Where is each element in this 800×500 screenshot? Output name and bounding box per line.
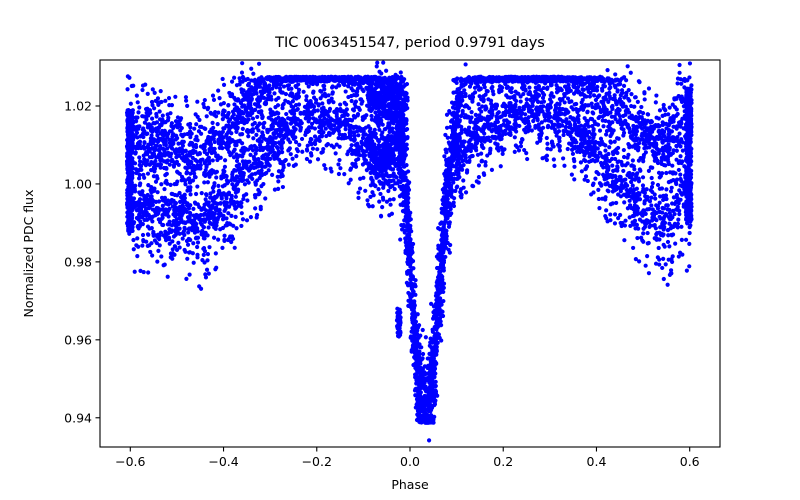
y-tick-label: 0.98 xyxy=(64,254,92,269)
flux-scatter-points xyxy=(124,60,694,443)
x-tick-label: 0.4 xyxy=(587,454,607,469)
x-tick-label: 0.2 xyxy=(493,454,513,469)
x-tick-label: 0.6 xyxy=(680,454,700,469)
x-tick-label: −0.6 xyxy=(115,454,145,469)
axes-frame xyxy=(99,59,721,448)
y-tick-label: 1.02 xyxy=(64,98,92,113)
chart-title: TIC 0063451547, period 0.9791 days xyxy=(274,35,545,51)
y-tick-label: 0.94 xyxy=(64,410,92,425)
x-axis-label: Phase xyxy=(391,477,429,492)
x-tick-label: −0.4 xyxy=(208,454,238,469)
y-axis-label: Normalized PDC flux xyxy=(21,190,36,318)
x-tick-label: −0.2 xyxy=(302,454,332,469)
scatter-points-layer xyxy=(124,60,694,443)
y-tick-label: 1.00 xyxy=(64,176,92,191)
x-tick-label: 0.0 xyxy=(400,454,420,469)
axis-ticks-layer: −0.6 −0.4 −0.2 0.0 0.2 0.4 0.6 0.94 0.96 0.98 1.00… xyxy=(64,98,700,469)
y-tick-label: 0.96 xyxy=(64,332,92,347)
